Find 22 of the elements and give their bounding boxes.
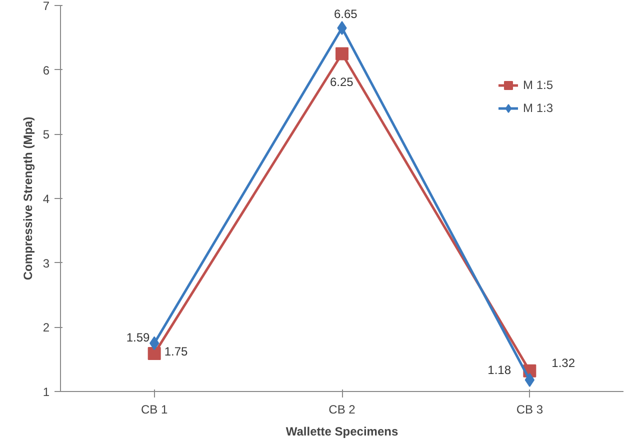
data-label: 6.25 (330, 74, 354, 89)
y-axis-title: Compressive Strength (Mpa) (20, 116, 35, 280)
y-tick-label: 6 (42, 63, 50, 78)
y-tick-label: 7 (42, 0, 50, 13)
point (148, 347, 161, 360)
y-tick-label: 4 (42, 192, 50, 206)
legend-label: M 1:3 (522, 101, 553, 115)
y-tick-label: 5 (42, 128, 50, 142)
x-tick-label: CB 1 (140, 402, 168, 416)
y-tick-label: 1 (42, 385, 50, 399)
x-axis-title: Wallette Specimens (286, 424, 398, 438)
data-label: 1.59 (126, 330, 150, 345)
data-label: 1.18 (488, 362, 512, 377)
x-tick-label: CB 2 (328, 402, 356, 416)
y-tick-label: 2 (42, 320, 50, 335)
data-label: 1.75 (164, 344, 188, 358)
point (336, 47, 348, 60)
data-label: 1.32 (552, 356, 576, 370)
x-tick-label: CB 3 (516, 402, 544, 416)
y-tick-label: 3 (42, 256, 50, 270)
legend-label: M 1:5 (522, 78, 553, 92)
data-label: 6.65 (334, 7, 358, 22)
